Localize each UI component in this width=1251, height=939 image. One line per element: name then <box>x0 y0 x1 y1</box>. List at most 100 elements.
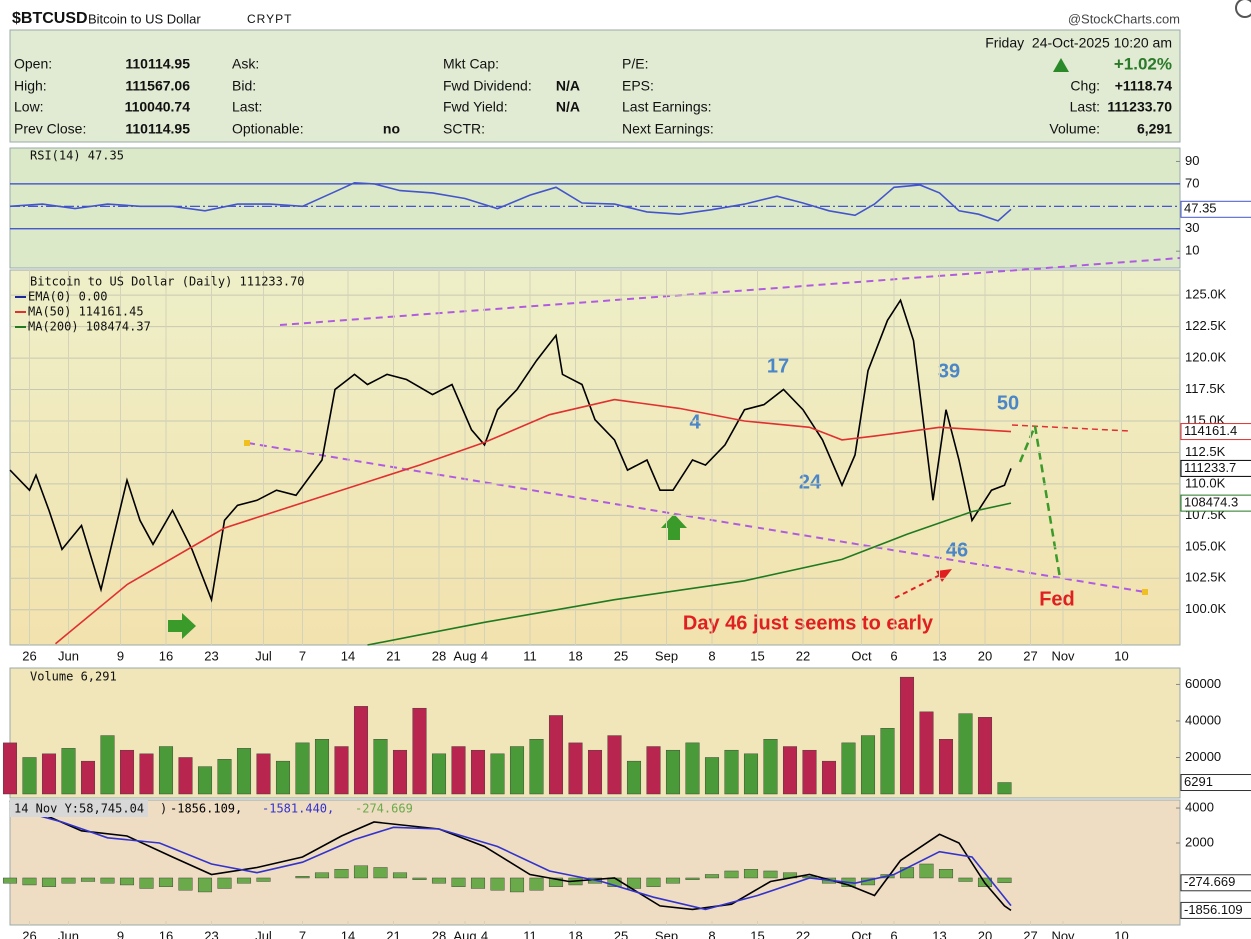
field-label: SCTR: <box>443 121 485 137</box>
field-value: N/A <box>556 78 580 94</box>
exchange: CRYPT <box>247 12 292 26</box>
series-line <box>9 807 1012 911</box>
x-tick-label: 14 <box>341 648 355 663</box>
bar <box>22 757 37 795</box>
value-box-label: -1856.109 <box>1184 902 1243 917</box>
bar <box>490 877 505 891</box>
tooltip: 14 Nov Y:58,745.04 <box>14 802 144 816</box>
date-time: Friday 24-Oct-2025 10:20 am <box>985 35 1172 51</box>
bar <box>724 870 739 879</box>
annotation: 17 <box>767 355 789 377</box>
x-tick-label: 8 <box>708 648 715 663</box>
x-tick-label: 11 <box>523 648 537 663</box>
bar <box>880 728 895 795</box>
field-label: Last Earnings: <box>622 99 712 115</box>
bar <box>334 869 349 879</box>
x-tick-label: Sep <box>655 928 678 939</box>
bar <box>392 749 408 795</box>
bar <box>841 742 856 795</box>
value-box <box>1180 901 1251 919</box>
bar <box>431 877 447 884</box>
x-tick-label: Jun <box>58 648 79 663</box>
legend-entry: -274.669 <box>355 802 413 816</box>
field-value: 110040.74 <box>125 99 191 115</box>
x-tick-label: 28 <box>432 928 446 939</box>
bar <box>314 872 330 879</box>
legend-entry: -1856.109, <box>170 802 242 816</box>
x-tick-label: Aug <box>453 928 476 939</box>
x-tick-label: 8 <box>708 928 715 939</box>
bar <box>236 877 252 884</box>
legend-entry: MA(50) 114161.45 <box>28 305 144 319</box>
x-tick-label: 16 <box>159 648 173 663</box>
field-label: Fwd Yield: <box>443 99 508 115</box>
field-label: Open: <box>14 56 52 72</box>
tooltip-box <box>10 800 148 817</box>
macd-panel <box>9 799 1181 926</box>
bar <box>2 742 18 795</box>
series-line <box>9 800 1012 912</box>
bar <box>977 717 993 795</box>
panel-title: Bitcoin to US Dollar (Daily) 111233.70 <box>30 275 305 289</box>
bar <box>217 759 232 795</box>
bar <box>256 753 271 795</box>
x-tick-label: 4 <box>481 928 488 939</box>
bar <box>139 753 154 795</box>
bar <box>2 877 18 884</box>
field-value: no <box>383 121 400 137</box>
y-tick-label: 102.5K <box>1185 570 1227 585</box>
bar <box>80 877 96 882</box>
price-projection <box>1018 421 1062 579</box>
bar <box>119 749 135 795</box>
y-tick-label: 122.5K <box>1185 318 1227 333</box>
bar <box>353 706 369 795</box>
legend-prefix: ) <box>160 802 167 816</box>
bar <box>782 746 798 795</box>
bar <box>41 877 57 887</box>
annotation: 24 <box>799 471 822 493</box>
summary-label: Last: <box>1070 99 1100 115</box>
bar <box>412 877 427 880</box>
bar <box>470 749 486 795</box>
value-box <box>1180 874 1251 892</box>
change-pct: +1.02% <box>1114 54 1172 73</box>
bar <box>80 760 96 795</box>
x-tick-label: 15 <box>750 648 764 663</box>
field-label: Prev Close: <box>14 121 86 137</box>
value-box <box>1180 423 1251 441</box>
bar <box>704 757 720 795</box>
bar <box>626 760 642 795</box>
annotation: 50 <box>997 392 1019 414</box>
x-tick-label: 13 <box>932 648 946 663</box>
x-tick-label: 25 <box>614 928 628 939</box>
y-tick-label: 112.5K <box>1185 444 1226 459</box>
x-tick-label: 11 <box>523 928 537 939</box>
series-line <box>54 398 1012 645</box>
bar <box>158 746 174 795</box>
x-tick-label: 7 <box>299 928 306 939</box>
field-label: High: <box>14 78 47 94</box>
x-tick-label: Jun <box>58 928 79 939</box>
x-tick-label: 21 <box>386 648 400 663</box>
summary-value: 6,291 <box>1137 121 1172 137</box>
bar <box>548 715 564 795</box>
y-tick-label: 100.0K <box>1185 601 1227 616</box>
field-label: Optionable: <box>232 121 304 137</box>
bar <box>217 877 232 889</box>
bar <box>938 739 954 795</box>
symbol: $BTCUSD <box>12 10 88 27</box>
x-tick-label: 26 <box>22 648 36 663</box>
value-box-label: 108474.3 <box>1184 495 1238 510</box>
field-value: N/A <box>556 99 580 115</box>
annotation: Day 46 just seems to early <box>683 612 934 634</box>
x-tick-label: 18 <box>568 648 582 663</box>
credit: @StockCharts.com <box>1068 11 1180 26</box>
bar <box>899 676 915 795</box>
rsi-panel <box>9 147 1181 269</box>
x-tick-label: 18 <box>568 928 582 939</box>
y-tick-label: 2000 <box>1185 834 1214 849</box>
field-label: Next Earnings: <box>622 121 714 137</box>
bar <box>724 749 739 795</box>
value-box-label: 47.35 <box>1184 201 1217 216</box>
x-tick-label: Jul <box>255 648 272 663</box>
